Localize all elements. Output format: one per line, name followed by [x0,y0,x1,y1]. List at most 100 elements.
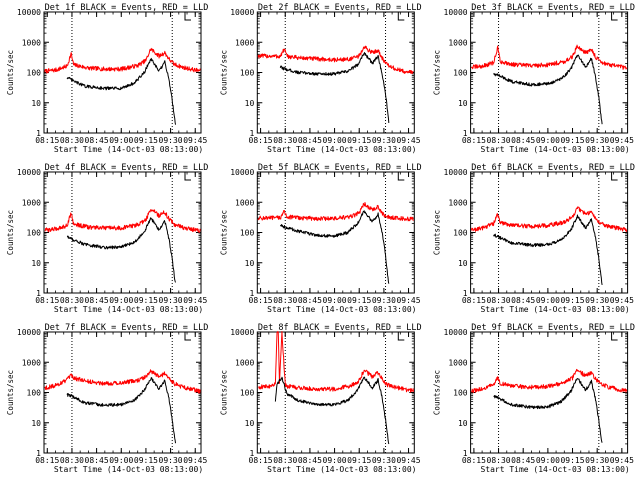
y-tick-label: 10 [458,99,468,108]
detector-panel-4: Det 4f BLACK = Events, RED = LLD 1 10 100 10… [6,163,208,314]
x-tick-label: 09:45 [396,296,420,305]
events-series-line [66,377,177,444]
y-tick-label: 1000 [448,358,467,367]
x-tick-label: 09:30 [372,296,396,305]
x-axis-label: Start Time (14-Oct-03 08:13:00) [54,465,203,474]
y-tick-label: 10000 [444,8,468,17]
y-tick-label: 100 [240,69,255,78]
x-tick-label: 08:15 [249,136,273,145]
y-tick-label: 1 [36,449,41,458]
y-tick-label: 100 [27,69,42,78]
y-tick-label: 10 [458,259,468,268]
x-tick-label: 08:15 [462,456,486,465]
detector-panel-8: Det 8f BLACK = Events, RED = LLD 1 10 100 10… [219,323,421,474]
lld-series-line [470,206,628,233]
x-tick-label: 09:45 [183,296,207,305]
x-tick-label: 09:30 [159,136,183,145]
x-tick-label: 09:30 [159,296,183,305]
x-tick-label: 09:00 [109,136,133,145]
y-axis-label: Counts/sec [219,370,228,415]
corner-marker [184,332,191,341]
y-tick-label: 1000 [235,358,254,367]
x-tick-label: 08:30 [60,456,84,465]
x-tick-label: 08:15 [249,456,273,465]
x-axis-label: Start Time (14-Oct-03 08:13:00) [54,305,203,314]
y-tick-label: 1 [463,129,468,138]
corner-marker [611,172,618,181]
x-tick-label: 09:45 [396,136,420,145]
lld-series-line [44,369,201,394]
detector-panel-6: Det 6f BLACK = Events, RED = LLD 1 10 100 10… [433,163,635,314]
y-tick-label: 1000 [22,358,41,367]
x-tick-label: 08:15 [35,456,59,465]
x-tick-label: 09:15 [347,136,371,145]
lld-series-line [44,47,201,74]
x-tick-label: 08:30 [487,136,511,145]
events-series-line [493,214,603,286]
y-tick-label: 1 [249,289,254,298]
x-tick-label: 08:30 [273,456,297,465]
x-tick-label: 09:45 [396,456,420,465]
x-axis-label: Start Time (14-Oct-03 08:13:00) [480,465,629,474]
y-tick-label: 1000 [235,198,254,207]
plot-frame [470,171,629,294]
corner-marker [184,172,191,181]
x-tick-label: 09:00 [536,456,560,465]
y-tick-label: 10000 [17,8,41,17]
y-tick-label: 100 [240,389,255,398]
x-tick-label: 08:30 [487,296,511,305]
events-series-line [279,52,390,123]
x-tick-label: 09:30 [372,136,396,145]
y-tick-label: 1 [463,289,468,298]
x-tick-label: 09:15 [560,136,584,145]
corner-marker [184,12,191,21]
y-axis-label: Counts/sec [6,370,15,415]
y-tick-label: 100 [453,229,468,238]
corner-marker [397,172,405,181]
y-tick-label: 10 [458,419,468,428]
y-tick-label: 1 [249,449,254,458]
y-tick-label: 10000 [444,328,468,337]
y-tick-label: 1000 [235,38,254,47]
y-tick-label: 10000 [230,328,254,337]
lld-series-line [258,330,414,393]
x-tick-label: 08:30 [60,296,84,305]
x-tick-label: 09:30 [159,456,183,465]
x-tick-label: 09:00 [323,296,347,305]
y-tick-label: 100 [27,389,42,398]
corner-marker [611,332,618,341]
x-tick-label: 09:45 [610,456,634,465]
lld-series-line [470,368,628,394]
events-series-line [66,217,176,283]
chart-title: Det 1f BLACK = Events, RED = LLD [45,3,209,13]
lld-series-line [257,45,414,75]
events-series-line [66,57,177,125]
x-axis-label: Start Time (14-Oct-03 08:13:00) [54,145,203,154]
plot-frame [43,331,202,454]
plot-frame [470,331,629,454]
x-tick-label: 09:15 [134,456,158,465]
y-tick-label: 10 [245,259,255,268]
x-tick-label: 08:30 [60,136,84,145]
chart-title: Det 2f BLACK = Events, RED = LLD [258,3,422,13]
x-tick-label: 08:15 [35,296,59,305]
y-axis-label: Counts/sec [433,210,442,255]
x-tick-label: 08:15 [35,136,59,145]
x-axis-label: Start Time (14-Oct-03 08:13:00) [480,305,629,314]
detector-panel-3: Det 3f BLACK = Events, RED = LLD 1 10 100 10… [433,3,635,154]
y-tick-label: 10 [31,419,41,428]
x-tick-label: 09:45 [610,296,634,305]
x-axis-label: Start Time (14-Oct-03 08:13:00) [267,465,416,474]
y-axis-label: Counts/sec [6,50,15,95]
x-tick-label: 09:00 [536,136,560,145]
x-axis-label: Start Time (14-Oct-03 08:13:00) [480,145,629,154]
chart-title: Det 4f BLACK = Events, RED = LLD [45,163,209,173]
y-tick-label: 1000 [22,198,41,207]
x-tick-label: 09:30 [372,456,396,465]
corner-marker [397,12,405,21]
x-tick-label: 09:00 [109,456,133,465]
x-tick-label: 09:45 [183,456,207,465]
y-tick-label: 10000 [17,328,41,337]
y-axis-label: Counts/sec [219,210,228,255]
x-tick-label: 09:45 [610,136,634,145]
